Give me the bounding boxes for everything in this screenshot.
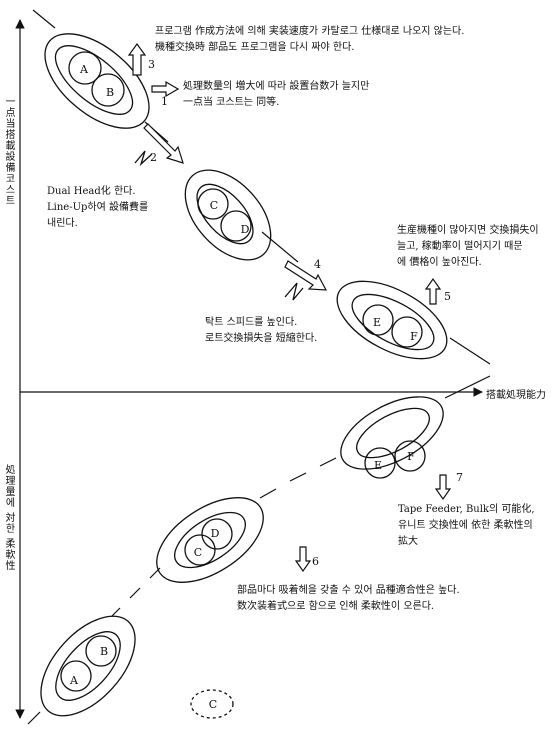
node-circle-a-top xyxy=(68,51,102,85)
node-letter: F xyxy=(407,450,415,463)
node-circle-d-lower xyxy=(201,518,233,550)
node-circle-f-upper xyxy=(391,316,423,348)
arrow-down-7 xyxy=(434,474,452,501)
note-step-3: 프로그램 作成方法에 의해 実装速度가 카탈로그 仕様대로 나오지 않는다. 機… xyxy=(155,26,465,53)
arrow-up-3 xyxy=(127,42,147,76)
step-number-3: 3 xyxy=(148,58,155,71)
zigzag-mark-2 xyxy=(134,150,153,167)
note-step-7: Tape Feeder, Bulk의 可能化, 유니트 交換性에 依한 柔軟性의… xyxy=(398,504,535,547)
step-number-1: 1 xyxy=(161,95,168,108)
node-circle-e-upper xyxy=(362,304,394,336)
node-letter: F xyxy=(410,330,418,343)
ellipse-group-cd-lower xyxy=(156,497,264,583)
upper-y-axis-label: 一点当搭載設備코스트 xyxy=(3,96,14,206)
node-letter: E xyxy=(373,316,381,329)
lower-y-axis-label: 処理量에 対한 柔軟性 xyxy=(3,464,14,572)
step-number-4: 4 xyxy=(314,258,321,271)
note-step-5: 生産機種이 많아지면 交換損失이 늘고, 稼動率이 떨어지기 때문 에 價格이 … xyxy=(397,225,539,268)
arrow-right-1 xyxy=(151,80,180,98)
node-letter: A xyxy=(79,63,89,76)
ellipse-group-ab-bottom xyxy=(40,615,136,717)
node-circle-b-top xyxy=(91,73,125,107)
arrow-diag-4 xyxy=(284,260,328,291)
ellipse-group-ab-top xyxy=(44,33,150,129)
step-number-5: 5 xyxy=(444,290,451,303)
node-circle-e-lower xyxy=(364,447,396,479)
node-letter: D xyxy=(241,223,250,236)
ellipse-group-ef-lower xyxy=(340,396,444,479)
zigzag-mark-4 xyxy=(284,282,304,301)
lower-trend-line xyxy=(27,375,491,725)
arrow-diag-2 xyxy=(143,123,184,164)
note-step-2: Dual Head化 한다. Line-Up하여 設備費를 내린다. xyxy=(47,186,149,229)
node-circle-b-bottom xyxy=(85,635,117,667)
note-step-1: 処理数量의 増大에 따라 設置台数가 늘지만 一点当 코스트는 同等. xyxy=(183,81,370,108)
node-letter: E xyxy=(374,459,382,472)
step-number-2: 2 xyxy=(150,151,157,164)
node-letter: C xyxy=(194,546,202,559)
ellipse-group-cd-upper xyxy=(184,169,272,261)
node-circle-f-lower xyxy=(394,440,426,472)
dashed-circle-c xyxy=(190,689,234,719)
node-circle-d-upper xyxy=(220,210,252,242)
node-circle-c-upper xyxy=(197,188,229,220)
node-letter: C xyxy=(210,199,218,212)
note-step-4: 탁트 스피드를 높인다. 로트交換損失을 短縮한다. xyxy=(205,317,318,344)
ellipse-group-ef-upper xyxy=(336,280,448,360)
node-letter: A xyxy=(69,674,79,687)
note-step-6: 部品마다 吸着헤을 갖출 수 있어 品種適合性은 높다. 数次装着式으로 함으로… xyxy=(237,585,460,612)
x-axis-label: 搭載処現能力 xyxy=(486,390,546,401)
node-circle-c-lower xyxy=(184,534,216,566)
arrow-down-6 xyxy=(294,546,312,573)
node-letter: C xyxy=(209,698,217,711)
arrow-up-5 xyxy=(424,277,442,305)
step-number-6: 6 xyxy=(312,555,319,568)
node-letter: B xyxy=(106,86,114,99)
step-number-7: 7 xyxy=(456,471,463,484)
node-letter: B xyxy=(100,645,108,658)
node-circle-a-bottom xyxy=(60,660,92,692)
node-letter: D xyxy=(211,527,220,540)
